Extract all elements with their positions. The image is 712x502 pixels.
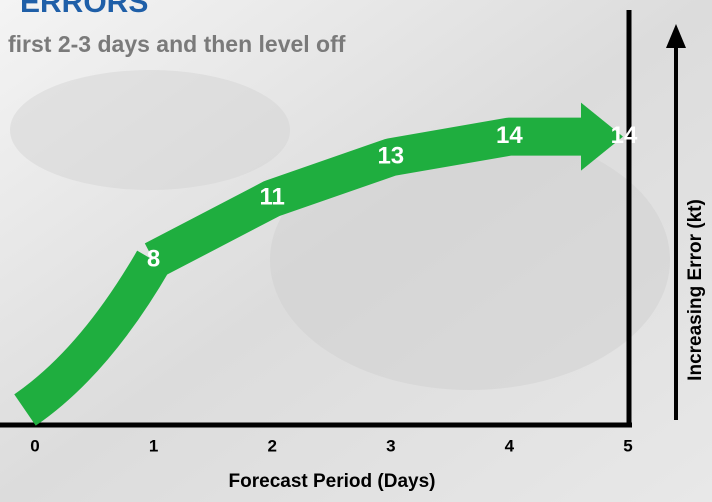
- x-tick-label: 0: [30, 436, 39, 455]
- data-label: 14: [496, 122, 523, 149]
- data-label: 13: [377, 143, 404, 170]
- arrow-head: [581, 102, 623, 171]
- x-tick-label: 5: [623, 436, 632, 455]
- data-label: 11: [260, 184, 285, 211]
- x-tick-label: 3: [386, 436, 395, 455]
- x-tick-label: 1: [149, 436, 158, 455]
- arrow-tail: [14, 250, 171, 426]
- data-label: 14: [611, 122, 638, 149]
- y-axis-label: Increasing Error (kt): [685, 199, 706, 381]
- subtitle: first 2-3 days and then level off: [8, 31, 346, 57]
- title: ERRORS: [20, 0, 148, 19]
- x-tick-label: 4: [505, 436, 515, 455]
- x-tick-label: 2: [267, 436, 276, 455]
- arrow-body: [144, 117, 583, 278]
- background-shape: [270, 130, 670, 390]
- x-axis-label: Forecast Period (Days): [229, 471, 436, 492]
- y-axis-arrowhead: [666, 24, 686, 48]
- background-shape: [10, 70, 290, 190]
- data-label: 8: [147, 246, 160, 273]
